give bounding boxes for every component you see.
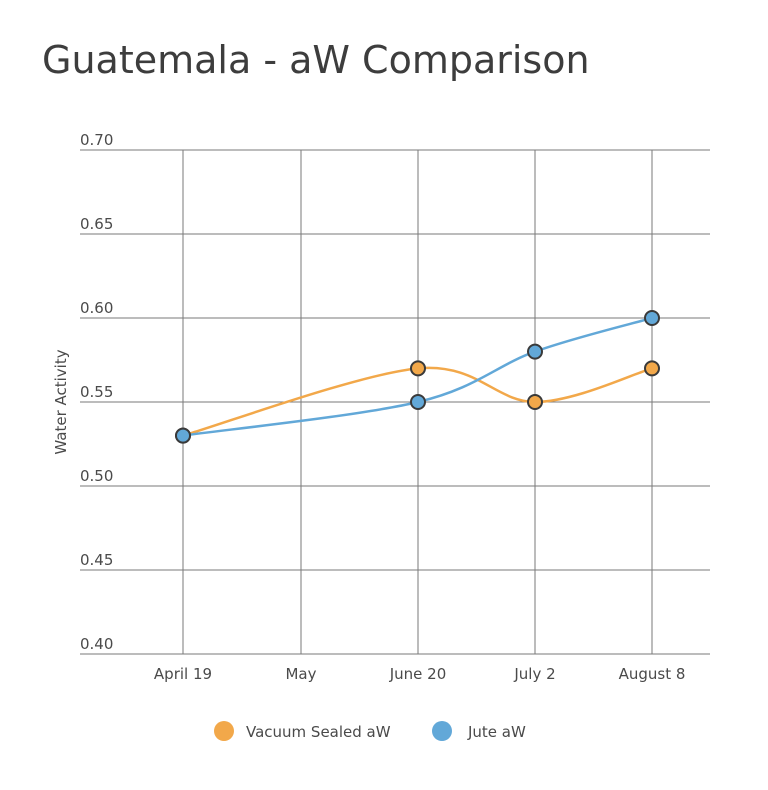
data-point[interactable] (527, 343, 543, 360)
data-point[interactable] (175, 427, 191, 444)
series-line-0 (182, 366, 653, 437)
horizontal-gridlines (80, 149, 710, 655)
y-tick-label: 0.50 (80, 467, 113, 485)
x-tick-label: June 20 (389, 665, 447, 683)
chart-title: Guatemala - aW Comparison (42, 38, 590, 82)
y-tick-label: 0.65 (80, 215, 113, 233)
legend-swatch (432, 721, 452, 741)
y-tick-label: 0.55 (80, 383, 113, 401)
legend: Vacuum Sealed aW Jute aW (214, 721, 526, 741)
legend-label: Vacuum Sealed aW (246, 723, 391, 741)
y-tick-label: 0.45 (80, 551, 113, 569)
x-tick-label: April 19 (154, 665, 212, 683)
x-tick-label: May (285, 665, 316, 683)
legend-swatch (214, 721, 234, 741)
x-tick-label: July 2 (513, 665, 555, 683)
y-axis-title: Water Activity (52, 349, 70, 454)
legend-label: Jute aW (467, 723, 526, 741)
y-tick-label: 0.60 (80, 299, 113, 317)
y-tick-label: 0.70 (80, 131, 113, 149)
data-point[interactable] (644, 310, 660, 326)
data-point[interactable] (644, 360, 660, 377)
x-axis-ticks: April 19 May June 20 July 2 August 8 (154, 665, 685, 683)
series-points (175, 310, 660, 444)
data-point[interactable] (527, 394, 543, 410)
data-point[interactable] (410, 394, 426, 410)
x-tick-label: August 8 (619, 665, 686, 683)
series-line-1 (182, 316, 653, 437)
series-lines (182, 316, 653, 437)
y-tick-label: 0.40 (80, 635, 113, 653)
data-point[interactable] (410, 360, 426, 377)
y-axis-ticks: 0.40 0.45 0.50 0.55 0.60 0.65 0.70 (80, 131, 113, 653)
